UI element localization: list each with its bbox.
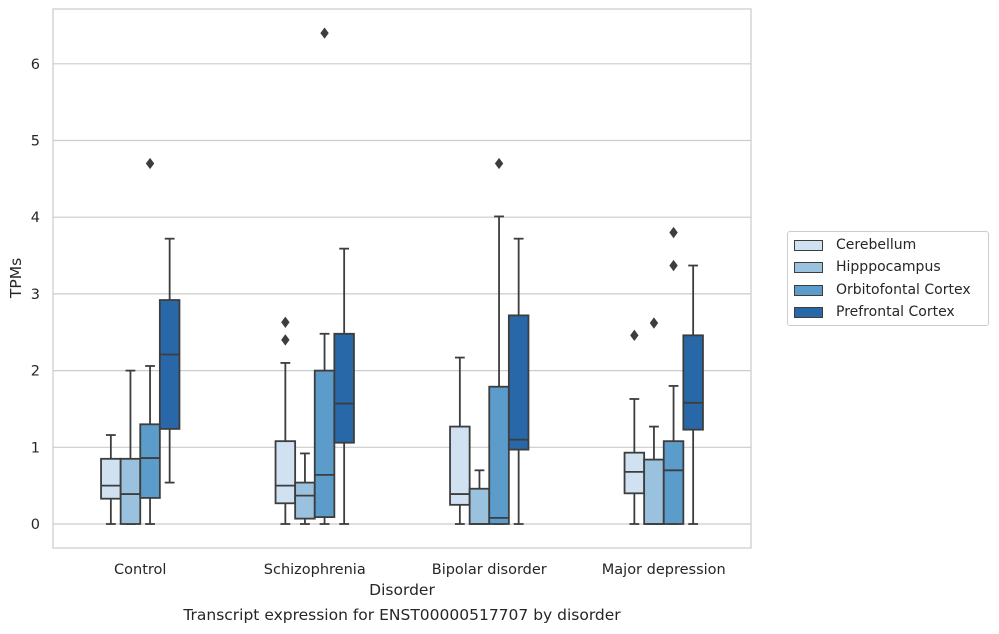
y-axis-ticks: 0 1 2 3 4 5 6 xyxy=(31,57,40,533)
legend-item-hippocampus: Hipppocampus xyxy=(794,258,941,276)
box-iqr xyxy=(274,440,297,505)
box-iqr xyxy=(449,425,471,506)
box-hipppocampus-2 xyxy=(468,469,491,525)
box-cerebellum-3 xyxy=(623,329,646,525)
box-plot-boxes xyxy=(100,27,704,525)
y-tick-label: 2 xyxy=(31,364,40,380)
box-orbitofontal-cortex-3 xyxy=(662,226,685,525)
outlier-point xyxy=(320,27,329,39)
legend-label-prefrontal: Prefrontal Cortex xyxy=(836,304,955,320)
y-tick-label: 0 xyxy=(31,517,40,533)
legend: Cerebellum Hipppocampus Orbitofontal Cor… xyxy=(787,231,989,326)
outlier-point xyxy=(281,316,290,328)
box-hipppocampus-3 xyxy=(643,317,665,525)
legend-label-cerebellum: Cerebellum xyxy=(836,237,917,253)
x-tick-label: Schizophrenia xyxy=(264,562,366,578)
x-tick-label: Control xyxy=(114,562,166,578)
legend-label-hippocampus: Hipppocampus xyxy=(836,259,941,275)
box-prefrontal-cortex-2 xyxy=(507,237,530,525)
box-iqr xyxy=(119,457,142,525)
plot-frame xyxy=(52,8,752,549)
x-axis-ticks: Control Schizophrenia Bipolar disorder Majo… xyxy=(114,562,726,578)
x-tick-label: Bipolar disorder xyxy=(432,562,547,578)
y-tick-label: 4 xyxy=(31,210,40,226)
box-iqr xyxy=(333,332,355,444)
box-iqr xyxy=(623,451,646,495)
box-hipppocampus-1 xyxy=(294,452,316,525)
outlier-point xyxy=(630,329,639,341)
legend-item-prefrontal: Prefrontal Cortex xyxy=(794,303,955,321)
box-iqr xyxy=(313,369,336,518)
x-axis-label: Disorder xyxy=(369,581,435,599)
outlier-point xyxy=(494,157,504,170)
box-iqr xyxy=(643,458,665,525)
box-iqr xyxy=(488,385,510,525)
legend-label-orbitofrontal: Orbitofontal Cortex xyxy=(836,282,971,298)
box-iqr xyxy=(158,299,181,430)
outlier-point xyxy=(669,226,678,239)
outlier-point xyxy=(649,317,659,329)
box-iqr xyxy=(294,481,316,520)
y-axis-label: TPMs xyxy=(7,258,25,299)
outlier-point xyxy=(669,259,678,272)
outlier-point xyxy=(281,334,290,346)
box-orbitofontal-cortex-2 xyxy=(488,157,510,525)
box-iqr xyxy=(507,314,530,451)
box-orbitofontal-cortex-0 xyxy=(139,157,161,525)
box-cerebellum-1 xyxy=(274,316,297,525)
box-prefrontal-cortex-0 xyxy=(158,237,181,484)
y-tick-label: 1 xyxy=(31,440,40,456)
box-iqr xyxy=(100,457,122,500)
figure-caption: Transcript expression for ENST0000051770… xyxy=(183,606,621,624)
box-cerebellum-0 xyxy=(100,434,122,525)
legend-item-orbitofrontal: Orbitofontal Cortex xyxy=(794,281,971,299)
legend-swatch-hippocampus xyxy=(794,261,823,273)
y-tick-label: 6 xyxy=(31,57,40,73)
box-iqr xyxy=(139,423,161,499)
y-tick-label: 5 xyxy=(31,134,40,150)
legend-swatch-orbitofrontal xyxy=(794,284,823,296)
box-cerebellum-2 xyxy=(449,356,471,525)
legend-swatch-prefrontal xyxy=(794,306,823,318)
y-tick-label: 3 xyxy=(31,287,40,303)
outlier-point xyxy=(145,157,155,170)
box-iqr xyxy=(682,334,704,431)
box-prefrontal-cortex-1 xyxy=(333,247,355,525)
x-tick-label: Major depression xyxy=(602,562,726,578)
legend-item-cerebellum: Cerebellum xyxy=(794,236,916,254)
legend-swatch-cerebellum xyxy=(794,239,823,251)
box-iqr xyxy=(662,440,685,525)
box-orbitofontal-cortex-1 xyxy=(313,27,336,525)
box-prefrontal-cortex-3 xyxy=(682,264,704,525)
box-iqr xyxy=(468,487,491,525)
